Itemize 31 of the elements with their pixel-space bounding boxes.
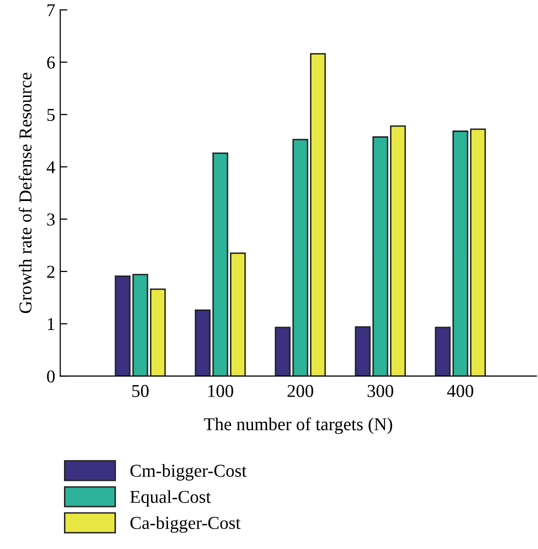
y-tick-label: 5 bbox=[47, 108, 55, 121]
bar bbox=[292, 138, 308, 376]
x-tick-label: 100 bbox=[208, 384, 234, 398]
bar bbox=[434, 326, 451, 376]
y-tick-label: 3 bbox=[47, 213, 55, 226]
legend-label: Cm-bigger-Cost bbox=[130, 464, 247, 481]
x-tick-label: 200 bbox=[288, 384, 314, 398]
y-axis-title: Growth rate of Defense Resource bbox=[18, 72, 32, 314]
x-tick-label: 50 bbox=[132, 384, 149, 398]
bar bbox=[132, 274, 148, 376]
y-tick-label: 6 bbox=[47, 56, 55, 69]
y-tick-label: 7 bbox=[48, 4, 55, 16]
y-tick-label: 2 bbox=[47, 266, 54, 278]
y-tick-label: 0 bbox=[47, 370, 55, 383]
bar bbox=[310, 53, 326, 376]
bar bbox=[194, 309, 211, 376]
bar bbox=[212, 152, 228, 376]
bar bbox=[150, 288, 166, 376]
x-tick-label: 400 bbox=[447, 384, 474, 398]
y-tick-label: 1 bbox=[48, 318, 54, 330]
bar bbox=[114, 275, 131, 376]
bar bbox=[354, 326, 371, 376]
bar bbox=[390, 125, 406, 376]
legend-label: Ca-bigger-Cost bbox=[130, 516, 241, 533]
legend-label: Equal-Cost bbox=[130, 490, 211, 507]
bar bbox=[230, 252, 246, 376]
y-tick-label: 4 bbox=[46, 161, 56, 174]
x-tick-label: 300 bbox=[368, 384, 394, 398]
x-axis-title: The number of targets (N) bbox=[204, 417, 392, 434]
bar bbox=[372, 136, 388, 376]
bar bbox=[274, 326, 291, 376]
